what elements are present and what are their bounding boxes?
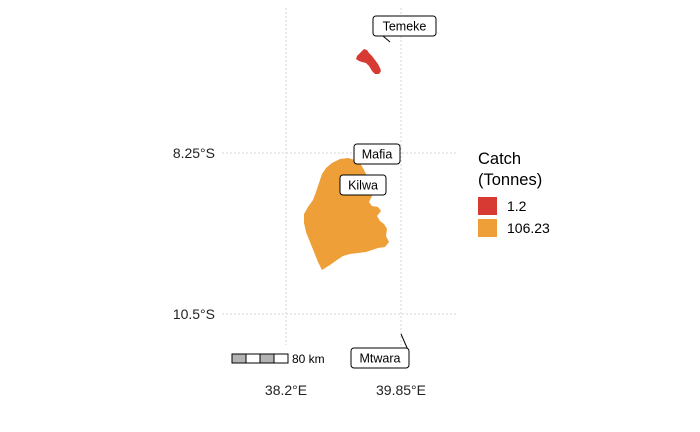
legend-title-line-2: (Tonnes) xyxy=(478,171,542,189)
scale-bar-segment-4 xyxy=(273,353,289,364)
label-mtwara: Mtwara xyxy=(350,347,410,369)
label-mafia-box xyxy=(353,143,401,165)
label-temeke-box xyxy=(372,15,437,37)
region-temeke[interactable] xyxy=(356,49,381,74)
legend-label-low: 1.2 xyxy=(507,198,527,214)
legend: Catch (Tonnes) 1.2 106.23 xyxy=(478,150,550,237)
legend-label-high: 106.23 xyxy=(507,220,550,236)
legend-swatch-high xyxy=(478,219,497,237)
label-temeke-text: Temeke xyxy=(383,20,427,34)
leader-mtwara xyxy=(400,333,409,351)
legend-title-line-1: Catch xyxy=(478,150,521,168)
y-tick-label-8-25: 8.25°S xyxy=(173,145,215,161)
label-kilwa: Kilwa xyxy=(339,174,387,196)
label-mtwara-box xyxy=(350,347,410,369)
graticule xyxy=(222,8,458,345)
y-tick-label-10-5: 10.5°S xyxy=(173,306,215,322)
leader-temeke xyxy=(382,35,391,43)
scale-bar-segment-2 xyxy=(245,353,261,364)
label-leaders xyxy=(382,35,409,351)
x-tick-label-38-2: 38.2°E xyxy=(265,382,307,398)
scale-bar-label: 80 km xyxy=(292,352,325,366)
label-mafia: Mafia xyxy=(353,143,401,165)
x-tick-label-39-85: 39.85°E xyxy=(376,382,426,398)
legend-swatch-low xyxy=(478,197,497,215)
label-temeke: Temeke xyxy=(372,15,437,37)
scale-bar: 80 km xyxy=(231,352,325,366)
scale-bar-segment-3 xyxy=(259,353,275,364)
label-mafia-text: Mafia xyxy=(362,148,393,162)
scale-bar-segment-1 xyxy=(231,353,247,364)
label-kilwa-box xyxy=(339,174,387,196)
label-kilwa-text: Kilwa xyxy=(348,179,378,193)
label-mtwara-text: Mtwara xyxy=(360,352,401,366)
